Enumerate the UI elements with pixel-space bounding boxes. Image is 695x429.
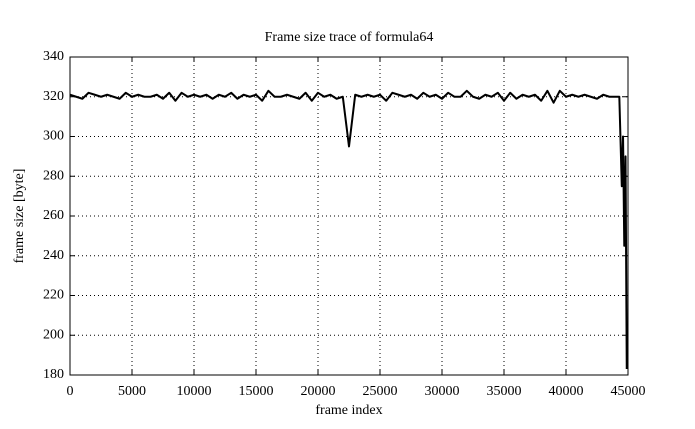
y-tick-label: 280	[43, 168, 64, 183]
x-tick-label: 0	[67, 384, 74, 399]
x-tick-label: 40000	[549, 384, 584, 399]
x-tick-label: 20000	[301, 384, 336, 399]
x-tick-label: 30000	[425, 384, 460, 399]
y-tick-label: 300	[43, 129, 64, 144]
x-tick-label: 5000	[118, 384, 146, 399]
y-tick-label: 220	[43, 288, 64, 303]
y-tick-label: 260	[43, 208, 64, 223]
y-tick-label: 340	[43, 49, 64, 64]
y-tick-label: 200	[43, 327, 64, 342]
x-axis-label: frame index	[315, 403, 382, 418]
y-axis-label: frame size [byte]	[12, 169, 27, 264]
x-tick-label: 15000	[239, 384, 274, 399]
y-tick-label: 240	[43, 248, 64, 263]
chart-title: Frame size trace of formula64	[265, 30, 434, 45]
y-tick-label: 180	[43, 367, 64, 382]
x-tick-label: 25000	[363, 384, 398, 399]
y-tick-label: 320	[43, 89, 64, 104]
x-tick-label: 45000	[611, 384, 646, 399]
plot-frame	[69, 56, 629, 376]
x-tick-label: 35000	[487, 384, 522, 399]
x-tick-label: 10000	[177, 384, 212, 399]
data-line	[69, 89, 628, 370]
